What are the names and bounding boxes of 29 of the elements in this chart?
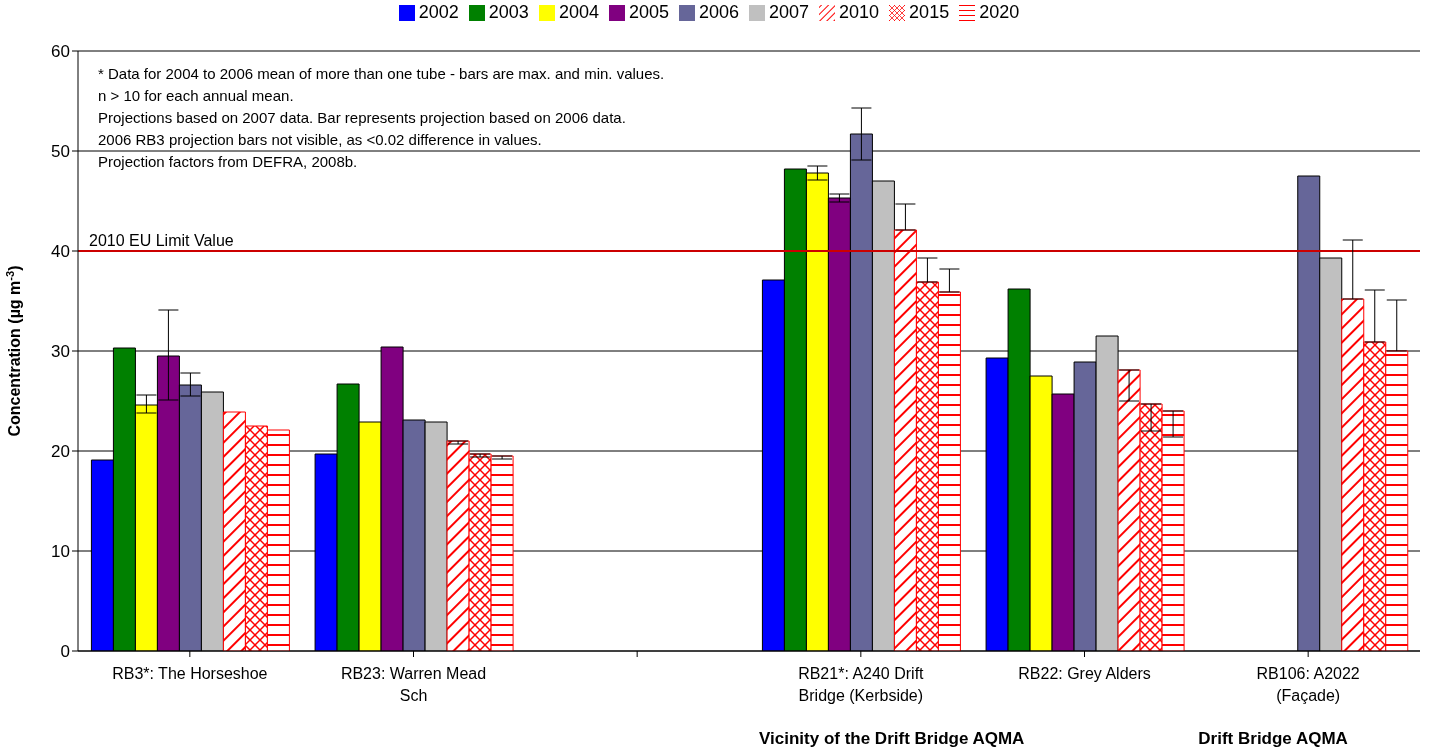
annotation: Projections based on 2007 data. Bar represents projection based on 2006 data. xyxy=(98,108,627,128)
text: Drift Bridge AQMA xyxy=(1198,729,1348,749)
legend-label: 2006 xyxy=(698,2,740,22)
legend-label: 2010 xyxy=(839,2,880,22)
y-tick-label: 0 xyxy=(60,642,70,662)
annotation: n > 10 for each annual mean. xyxy=(98,86,295,106)
annotation: * Data for 2004 to 2006 mean of more than one tube - bars are max. and min. values. xyxy=(98,64,665,84)
y-tick-label: 50 xyxy=(51,142,70,162)
legend-label: 2004 xyxy=(558,2,599,22)
y-tick-label: 40 xyxy=(51,242,70,262)
legend-label: 2005 xyxy=(628,2,669,22)
x-tick-label: RB106: A2022 (Façade) xyxy=(1256,665,1360,704)
legend-label: 2002 xyxy=(418,2,459,22)
legend-label: 2020 xyxy=(979,2,1020,22)
ref-line-label: 2010 EU Limit Value xyxy=(89,232,234,249)
y-tick-label: 30 xyxy=(51,342,70,362)
x-tick-label: RB3*: The Horseshoe xyxy=(112,665,268,682)
legend-label: 2007 xyxy=(769,2,810,22)
text: Vicinity of the Drift Bridge AQMA xyxy=(759,729,1025,749)
annotation: 2006 RB3 projection bars not visible, as <0.02 difference in values. xyxy=(98,130,543,150)
y-tick-label: 60 xyxy=(51,42,70,62)
x-tick-label: RB22: Grey Alders xyxy=(1018,665,1151,682)
y-tick-label: 20 xyxy=(51,442,70,462)
x-tick-label: RB21*: A240 Drift Bridge (Kerbside) xyxy=(798,665,925,704)
x-tick-label: RB23: Warren Mead Sch xyxy=(340,665,487,704)
y-tick-label: 10 xyxy=(51,542,70,562)
legend-label: 2015 xyxy=(909,2,950,22)
legend-label: 2003 xyxy=(488,2,529,22)
annotation: Projection factors from DEFRA, 2008b. xyxy=(98,152,359,172)
